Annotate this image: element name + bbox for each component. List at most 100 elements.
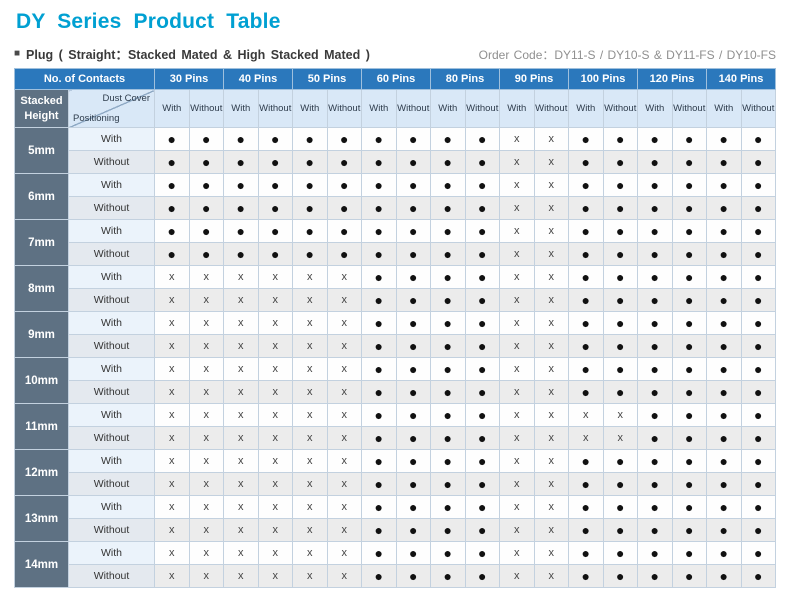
available-dot: ● bbox=[637, 518, 673, 542]
pin-column-header: 30 Pins bbox=[154, 68, 224, 90]
table-row: Without x x x x x x ● ● ● ● x x ● ● ● ● ● ● bbox=[15, 518, 776, 542]
available-dot: ● bbox=[361, 288, 397, 312]
unavailable-x: x bbox=[154, 288, 190, 312]
subtitle-bar: ■ Plug ( Straight：Stacked Mated & High S… bbox=[14, 44, 776, 63]
available-dot: ● bbox=[430, 242, 466, 266]
available-dot: ● bbox=[706, 311, 742, 335]
available-dot: ● bbox=[637, 472, 673, 496]
available-dot: ● bbox=[395, 518, 431, 542]
without-subheader: Without bbox=[326, 89, 362, 128]
available-dot: ● bbox=[430, 426, 466, 450]
unavailable-x: x bbox=[223, 541, 259, 565]
table-row: Without x x x x x x ● ● ● ● x x ● ● ● ● ● ● bbox=[15, 334, 776, 358]
available-dot: ● bbox=[223, 150, 259, 174]
available-dot: ● bbox=[568, 518, 604, 542]
unavailable-x: x bbox=[154, 426, 190, 450]
available-dot: ● bbox=[361, 150, 397, 174]
positioning-label: With bbox=[68, 541, 155, 565]
positioning-label: With bbox=[68, 127, 155, 151]
available-dot: ● bbox=[568, 541, 604, 565]
available-dot: ● bbox=[361, 564, 397, 588]
available-dot: ● bbox=[464, 127, 500, 151]
unavailable-x: x bbox=[257, 426, 293, 450]
available-dot: ● bbox=[602, 150, 638, 174]
available-dot: ● bbox=[602, 518, 638, 542]
available-dot: ● bbox=[568, 288, 604, 312]
available-dot: ● bbox=[602, 288, 638, 312]
available-dot: ● bbox=[464, 449, 500, 473]
available-dot: ● bbox=[637, 288, 673, 312]
available-dot: ● bbox=[602, 242, 638, 266]
unavailable-x: x bbox=[326, 495, 362, 519]
positioning-header-label: Positioning bbox=[73, 113, 120, 124]
unavailable-x: x bbox=[223, 334, 259, 358]
available-dot: ● bbox=[602, 311, 638, 335]
dust-cover-label: Dust Cover bbox=[102, 93, 150, 104]
available-dot: ● bbox=[257, 150, 293, 174]
available-dot: ● bbox=[464, 380, 500, 404]
unavailable-x: x bbox=[188, 449, 224, 473]
available-dot: ● bbox=[740, 196, 776, 220]
unavailable-x: x bbox=[326, 426, 362, 450]
unavailable-x: x bbox=[154, 380, 190, 404]
available-dot: ● bbox=[602, 127, 638, 151]
unavailable-x: x bbox=[154, 357, 190, 381]
available-dot: ● bbox=[430, 334, 466, 358]
available-dot: ● bbox=[361, 219, 397, 243]
unavailable-x: x bbox=[499, 495, 535, 519]
no-of-contacts-header: No. of Contacts bbox=[14, 68, 155, 90]
available-dot: ● bbox=[464, 242, 500, 266]
available-dot: ● bbox=[361, 265, 397, 289]
available-dot: ● bbox=[568, 173, 604, 197]
available-dot: ● bbox=[430, 288, 466, 312]
available-dot: ● bbox=[637, 242, 673, 266]
available-dot: ● bbox=[706, 564, 742, 588]
available-dot: ● bbox=[464, 403, 500, 427]
unavailable-x: x bbox=[292, 288, 328, 312]
unavailable-x: x bbox=[154, 541, 190, 565]
pin-column-header: 60 Pins bbox=[361, 68, 431, 90]
unavailable-x: x bbox=[292, 564, 328, 588]
unavailable-x: x bbox=[188, 311, 224, 335]
available-dot: ● bbox=[637, 403, 673, 427]
unavailable-x: x bbox=[326, 265, 362, 289]
available-dot: ● bbox=[637, 150, 673, 174]
available-dot: ● bbox=[464, 564, 500, 588]
available-dot: ● bbox=[706, 495, 742, 519]
unavailable-x: x bbox=[188, 564, 224, 588]
table-header: No. of Contacts 30 Pins 40 Pins 50 Pins 60 … bbox=[14, 68, 776, 128]
unavailable-x: x bbox=[326, 564, 362, 588]
unavailable-x: x bbox=[292, 518, 328, 542]
available-dot: ● bbox=[602, 472, 638, 496]
available-dot: ● bbox=[568, 219, 604, 243]
table-row: 13mm With x x x x x x ● ● ● ● x x ● ● ● ● ● ● bbox=[14, 495, 776, 542]
unavailable-x: x bbox=[223, 403, 259, 427]
available-dot: ● bbox=[395, 564, 431, 588]
unavailable-x: x bbox=[602, 426, 638, 450]
unavailable-x: x bbox=[499, 311, 535, 335]
unavailable-x: x bbox=[533, 173, 569, 197]
unavailable-x: x bbox=[326, 518, 362, 542]
unavailable-x: x bbox=[257, 380, 293, 404]
unavailable-x: x bbox=[533, 311, 569, 335]
available-dot: ● bbox=[706, 196, 742, 220]
available-dot: ● bbox=[602, 357, 638, 381]
available-dot: ● bbox=[706, 449, 742, 473]
pin-column-header: 40 Pins bbox=[223, 68, 293, 90]
available-dot: ● bbox=[568, 196, 604, 220]
unavailable-x: x bbox=[533, 265, 569, 289]
available-dot: ● bbox=[326, 242, 362, 266]
available-dot: ● bbox=[671, 288, 707, 312]
available-dot: ● bbox=[292, 150, 328, 174]
pin-column-header: 100 Pins bbox=[568, 68, 638, 90]
available-dot: ● bbox=[464, 357, 500, 381]
table-row: Without x x x x x x ● ● ● ● x x ● ● ● ● ● ● bbox=[15, 564, 776, 588]
unavailable-x: x bbox=[568, 403, 604, 427]
available-dot: ● bbox=[395, 334, 431, 358]
available-dot: ● bbox=[637, 380, 673, 404]
available-dot: ● bbox=[464, 150, 500, 174]
available-dot: ● bbox=[671, 127, 707, 151]
available-dot: ● bbox=[464, 426, 500, 450]
table-row: 6mm With ● ● ● ● ● ● ● ● ● ● x x ● ● ● ● ● ● bbox=[14, 173, 776, 220]
without-subheader: Without bbox=[740, 89, 776, 128]
